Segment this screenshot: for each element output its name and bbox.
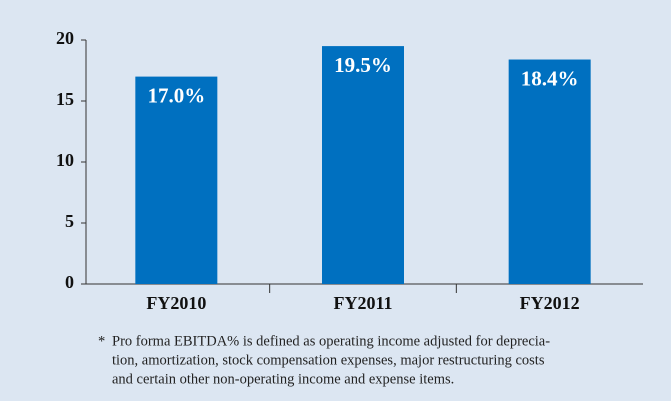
- bar: [322, 46, 404, 284]
- footnote-marker: *: [98, 333, 105, 349]
- bar: [135, 76, 218, 284]
- footnote-line: Pro forma EBITDA% is defined as operatin…: [112, 333, 550, 349]
- y-tick-label: 10: [56, 150, 74, 170]
- footnote-line: tion, amortization, stock compensation e…: [112, 352, 545, 368]
- y-tick-label: 20: [56, 28, 74, 48]
- value-label: 19.5%: [334, 53, 392, 77]
- x-tick-label: FY2012: [520, 293, 580, 313]
- value-label: 18.4%: [521, 66, 579, 90]
- x-tick-label: FY2011: [333, 293, 392, 313]
- value-label: 17.0%: [147, 83, 205, 107]
- y-tick-label: 0: [65, 272, 74, 292]
- bar: [508, 59, 591, 284]
- y-tick-label: 15: [56, 89, 74, 109]
- x-tick-label: FY2010: [146, 293, 206, 313]
- footnote-line: and certain other non-operating income a…: [112, 371, 454, 387]
- y-tick-label: 5: [65, 211, 74, 231]
